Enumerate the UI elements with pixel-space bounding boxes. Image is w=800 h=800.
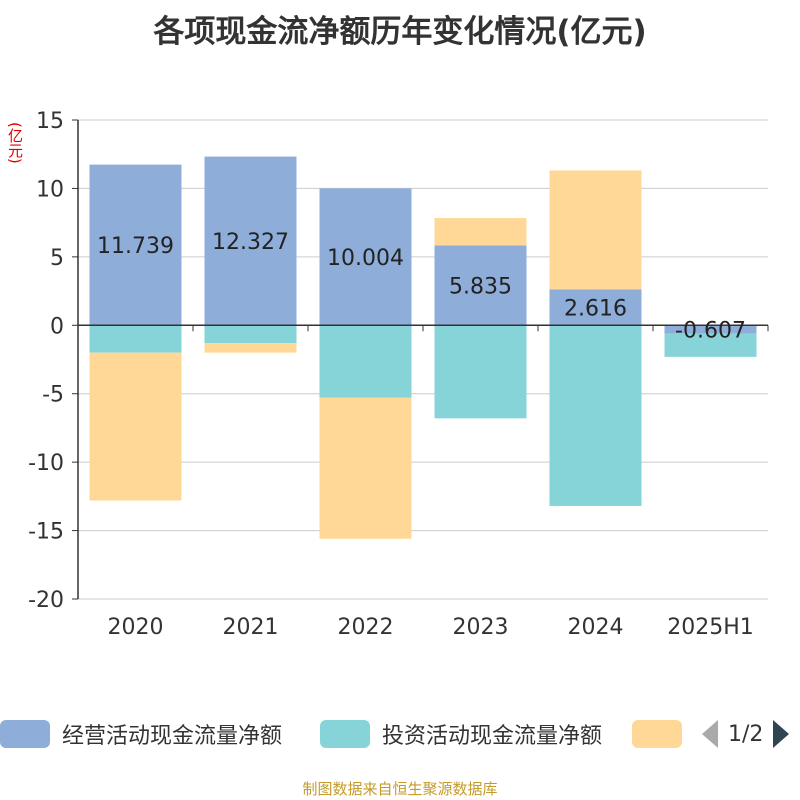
y-tick-label: -5: [42, 383, 64, 408]
bar-series2-2024: [549, 170, 642, 290]
data-label: 11.739: [97, 234, 174, 259]
y-tick-label: 0: [50, 314, 64, 339]
y-tick-label: 5: [50, 246, 64, 271]
y-tick-label: -10: [28, 451, 64, 476]
bar-series1-2022: [319, 325, 412, 398]
bar-series1-2021: [204, 325, 297, 344]
x-tick-label: 2020: [108, 615, 164, 640]
legend-label-investing: 投资活动现金流量净额: [382, 724, 603, 749]
bar-series0-2024: [549, 289, 642, 326]
bar-series2-2021: [204, 343, 297, 353]
y-tick-label: -20: [28, 588, 64, 613]
bar-series1-2025H1: [664, 333, 757, 357]
legend-swatch-operating: [0, 720, 50, 748]
data-label: 5.835: [449, 274, 512, 299]
bar-series1-2023: [434, 325, 527, 419]
data-label: 10.004: [327, 246, 404, 271]
x-tick-label: 2022: [338, 615, 394, 640]
y-tick-label: -15: [28, 520, 64, 545]
bar-series2-2023: [434, 218, 527, 246]
bar-series0-2020: [89, 164, 182, 326]
y-tick-label: 15: [36, 109, 64, 134]
data-label: 2.616: [564, 296, 627, 321]
legend-next-arrow-icon[interactable]: [773, 720, 790, 748]
bar-series0-2021: [204, 156, 297, 326]
legend-item-financing[interactable]: [632, 714, 682, 754]
data-label: 12.327: [212, 230, 289, 255]
bar-series0-2025H1: [664, 325, 757, 334]
x-tick-label: 2021: [223, 615, 279, 640]
legend: 经营活动现金流量净额 投资活动现金流量净额 1/2: [0, 714, 800, 754]
legend-pager: 1/2: [702, 714, 790, 754]
legend-item-investing[interactable]: 投资活动现金流量净额: [320, 714, 602, 754]
legend-swatch-investing: [320, 720, 370, 748]
data-source-footer: 制图数据来自恒生聚源数据库: [302, 780, 498, 798]
bar-chart: 15 10 5 0 -5 -10 -15 -20 2020 2021 2022 2023 2024 202…: [28, 109, 769, 640]
x-tick-label: 2025H1: [667, 615, 754, 640]
data-label: -0.607: [675, 318, 746, 343]
legend-label-operating: 经营活动现金流量净额: [62, 724, 283, 749]
bar-series0-2022: [319, 188, 412, 326]
bar-series0-2023: [434, 245, 527, 326]
legend-page-indicator: 1/2: [728, 721, 764, 747]
legend-prev-arrow-icon[interactable]: [702, 720, 718, 748]
x-tick-label: 2023: [453, 615, 509, 640]
chart-title: 各项现金流净额历年变化情况(亿元): [153, 14, 647, 50]
legend-item-operating[interactable]: 经营活动现金流量净额: [0, 714, 282, 754]
bar-series2-2020: [89, 352, 182, 501]
y-axis-unit: (亿元): [6, 122, 24, 164]
x-tick-label: 2024: [568, 615, 624, 640]
y-tick-label: 10: [36, 177, 64, 202]
bar-series1-2020: [89, 325, 182, 353]
bar-series2-2022: [319, 397, 412, 539]
legend-swatch-financing: [632, 720, 682, 748]
bar-series1-2024: [549, 325, 642, 506]
